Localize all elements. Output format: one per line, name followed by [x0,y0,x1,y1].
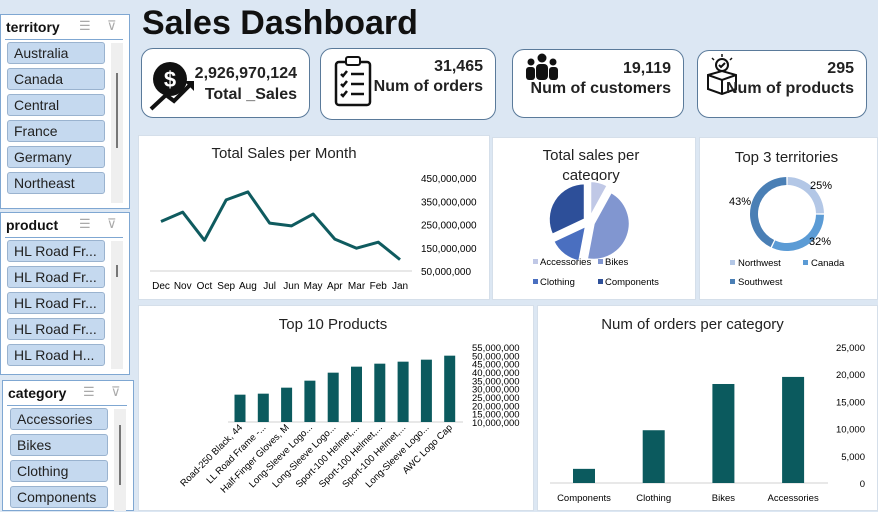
slicer-item[interactable]: HL Road Fr... [7,318,105,340]
slicer-item[interactable]: HL Road Fr... [7,240,105,262]
slicer-item[interactable]: France [7,120,105,142]
top-products-chart: Top 10 Products [138,305,534,511]
clear-filter-icon[interactable]: ⊽ [111,384,121,400]
slicer-item[interactable]: Clothing [10,460,108,482]
slicer-title: category [8,385,66,401]
chart-title: Top 10 Products [139,316,527,333]
kpi-label: Num of customers [531,80,671,98]
territory-slicer: territory ☰ ⊽ Australia Canada Central Fran… [0,14,130,209]
people-icon [525,53,559,81]
sales-per-category-chart: Total sales per category [492,137,696,300]
chart-title: Num of orders per category [538,316,847,333]
clear-filter-icon[interactable]: ⊽ [107,216,117,232]
slicer-item[interactable]: Accessories [10,408,108,430]
slicer-item[interactable]: Components [10,486,108,508]
slicer-item[interactable]: Germany [7,146,105,168]
scrollbar[interactable] [111,43,123,203]
kpi-label: Num of products [726,80,854,98]
scrollbar[interactable] [114,409,126,511]
slicer-title: product [6,217,58,233]
page-title: Sales Dashboard [142,4,418,43]
kpi-value: 31,465 [434,58,483,76]
orders-per-category-chart: Num of orders per category [537,305,878,511]
slicer-title: territory [6,19,60,35]
dollar-growth-icon: $ [148,59,196,111]
top-territories-chart: Top 3 territories [699,137,878,300]
kpi-num-customers: 19,119 Num of customers [512,49,684,118]
kpi-total-sales: $ 2,926,970,124 Total _Sales [141,48,310,118]
kpi-num-orders: 31,465 Num of orders [320,48,496,120]
multi-select-icon[interactable]: ☰ [79,18,91,34]
multi-select-icon[interactable]: ☰ [79,216,91,232]
kpi-label: Num of orders [374,78,483,96]
multi-select-icon[interactable]: ☰ [83,384,95,400]
kpi-value: 295 [827,60,854,78]
slicer-item[interactable]: Australia [7,42,105,64]
scrollbar[interactable] [111,241,123,369]
slicer-item[interactable]: Canada [7,68,105,90]
svg-text:$: $ [164,67,176,92]
clear-filter-icon[interactable]: ⊽ [107,18,117,34]
slicer-item[interactable]: Northeast [7,172,105,194]
kpi-num-products: 295 Num of products [697,50,867,118]
category-slicer: category ☰ ⊽ Accessories Bikes Clothing Com… [2,380,134,511]
slicer-item[interactable]: Central [7,94,105,116]
slicer-item[interactable]: HL Road Fr... [7,266,105,288]
clipboard-checklist-icon [333,55,373,107]
chart-title: Total Sales per Month [139,145,429,162]
product-slicer: product ☰ ⊽ HL Road Fr... HL Road Fr... HL… [0,212,130,375]
kpi-value: 2,926,970,124 [195,65,297,83]
kpi-value: 19,119 [623,60,671,78]
slicer-item[interactable]: HL Road H... [7,344,105,366]
sales-per-month-chart: Total Sales per Month [138,135,490,300]
chart-title: Total sales per category [533,146,649,186]
slicer-item[interactable]: HL Road Fr... [7,292,105,314]
kpi-label: Total _Sales [205,86,297,104]
slicer-item[interactable]: Bikes [10,434,108,456]
chart-title: Top 3 territories [700,149,873,166]
